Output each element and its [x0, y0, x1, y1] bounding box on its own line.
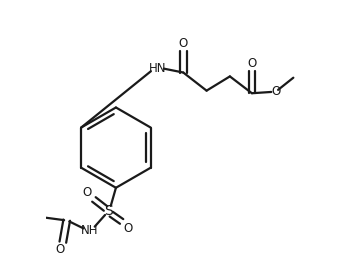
Text: O: O: [247, 57, 257, 70]
Text: S: S: [104, 204, 113, 218]
Text: O: O: [271, 85, 280, 98]
Text: NH: NH: [81, 224, 99, 237]
Text: O: O: [124, 222, 133, 235]
Text: O: O: [179, 37, 188, 50]
Text: O: O: [55, 243, 65, 256]
Text: HN: HN: [148, 62, 166, 75]
Text: O: O: [82, 186, 91, 199]
